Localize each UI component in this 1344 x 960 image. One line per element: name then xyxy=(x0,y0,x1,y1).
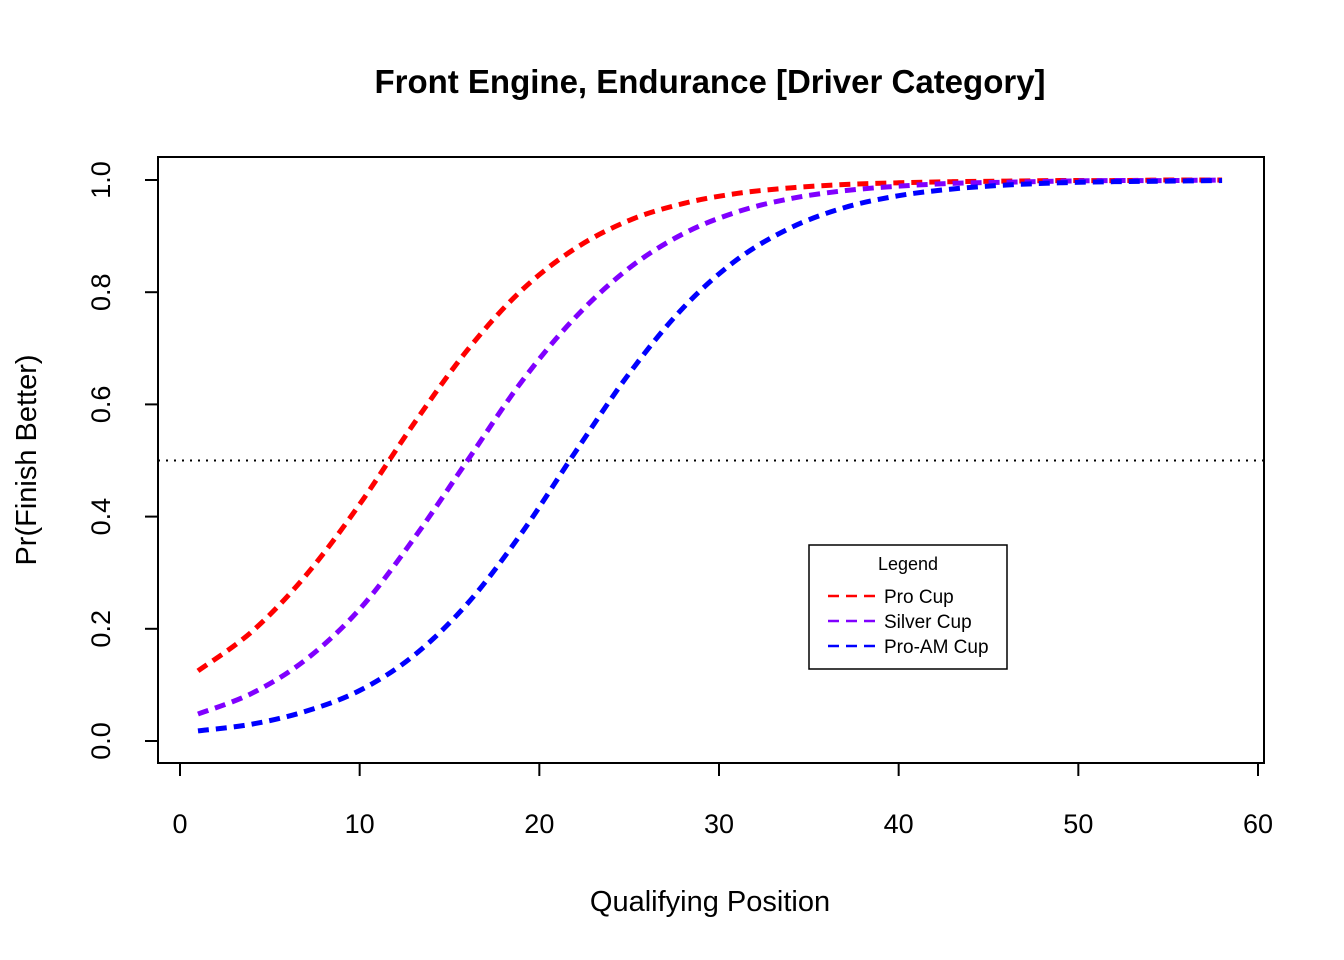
y-axis: 0.0 0.2 0.4 0.6 0.8 1.0 xyxy=(86,161,159,760)
x-tick-label: 0 xyxy=(172,809,187,839)
y-tick-label: 0.4 xyxy=(86,498,116,536)
y-tick-label: 1.0 xyxy=(86,161,116,199)
y-tick-label: 0.2 xyxy=(86,610,116,648)
y-tick-label: 0.0 xyxy=(86,722,116,760)
y-axis-label: Pr(Finish Better) xyxy=(11,354,43,565)
x-axis: 0 10 20 30 40 50 60 xyxy=(172,762,1273,839)
chart-title: Front Engine, Endurance [Driver Category… xyxy=(374,63,1045,100)
legend-label-2: Pro-AM Cup xyxy=(884,637,989,658)
x-tick-label: 40 xyxy=(884,809,914,839)
x-tick-label: 10 xyxy=(345,809,375,839)
legend-label-1: Silver Cup xyxy=(884,612,972,633)
y-tick-label: 0.8 xyxy=(86,273,116,311)
x-axis-label: Qualifying Position xyxy=(590,886,830,918)
legend-items: Pro Cup Silver Cup Pro-AM Cup xyxy=(828,587,989,658)
y-tick-label: 0.6 xyxy=(86,386,116,424)
x-tick-label: 20 xyxy=(524,809,554,839)
series-line-0 xyxy=(196,177,1223,673)
x-tick-label: 60 xyxy=(1243,809,1273,839)
x-tick-label: 50 xyxy=(1063,809,1093,839)
legend: Legend Pro Cup Silver Cup Pro-AM Cup xyxy=(808,544,1008,670)
x-tick-label: 30 xyxy=(704,809,734,839)
series-group xyxy=(196,177,1223,734)
legend-label-0: Pro Cup xyxy=(884,587,954,608)
series-line-1 xyxy=(197,177,1223,717)
series-line-2 xyxy=(197,178,1223,734)
legend-title: Legend xyxy=(878,554,938,574)
legend-box xyxy=(808,544,1008,670)
